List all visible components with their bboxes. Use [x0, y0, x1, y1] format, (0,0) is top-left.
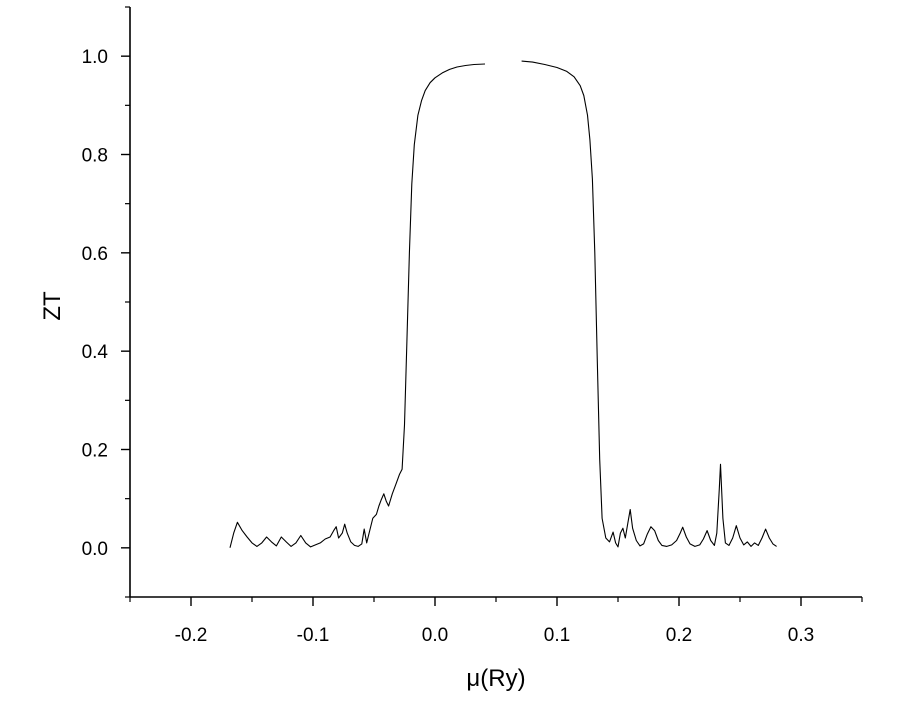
x-tick-label: -0.2 — [175, 625, 208, 646]
y-tick-label: 0.6 — [82, 244, 108, 265]
x-axis-title: μ(Ry) — [466, 665, 525, 692]
zt-series-line — [229, 63, 486, 548]
y-axis-ticks: 0.0 0.2 0.4 0.6 0.8 1.0 — [82, 6, 130, 598]
y-tick-label: 1.0 — [82, 47, 108, 68]
axes — [129, 7, 862, 598]
y-tick-label: 0.2 — [82, 441, 108, 462]
x-axis-ticks: -0.2 -0.1 0.0 0.1 0.2 0.3 — [129, 597, 863, 646]
x-tick-label: 0.1 — [544, 625, 570, 646]
y-axis-title: ZT — [39, 291, 66, 321]
series-layer — [229, 60, 777, 548]
zt-series-line — [521, 60, 777, 548]
y-tick-label: 0.8 — [82, 146, 108, 167]
x-tick-label: 0.0 — [422, 625, 448, 646]
x-tick-label: 0.2 — [666, 625, 692, 646]
y-tick-label: 0.0 — [82, 539, 108, 560]
x-tick-label: 0.3 — [788, 625, 814, 646]
x-tick-label: -0.1 — [297, 625, 330, 646]
y-tick-label: 0.4 — [82, 342, 109, 363]
